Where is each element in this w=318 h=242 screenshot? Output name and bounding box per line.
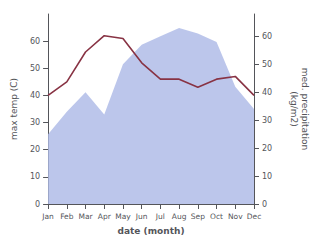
svg-text:Jul: Jul [155,212,165,221]
svg-text:Nov: Nov [228,212,243,221]
svg-text:20: 20 [262,144,272,153]
svg-text:60: 60 [30,37,40,46]
svg-text:date (month): date (month) [118,226,185,236]
svg-text:30: 30 [30,118,40,127]
svg-text:Jan: Jan [41,212,54,221]
svg-text:40: 40 [30,91,40,100]
svg-text:0: 0 [35,200,40,209]
svg-text:Sep: Sep [191,212,205,221]
svg-text:30: 30 [262,116,272,125]
svg-text:50: 50 [30,64,40,73]
svg-text:max temp (C): max temp (C) [9,78,19,140]
svg-text:50: 50 [262,60,272,69]
svg-text:0: 0 [262,200,267,209]
svg-text:10: 10 [262,172,272,181]
svg-text:Mar: Mar [78,212,93,221]
svg-text:Dec: Dec [247,212,262,221]
svg-text:Oct: Oct [210,212,223,221]
svg-text:Aug: Aug [172,212,187,221]
svg-text:10: 10 [30,172,40,181]
svg-text:20: 20 [30,145,40,154]
svg-text:May: May [115,212,131,221]
svg-text:Apr: Apr [98,212,112,221]
svg-text:med. precipitation: med. precipitation [300,68,310,150]
svg-text:60: 60 [262,32,272,41]
svg-text:40: 40 [262,88,272,97]
svg-text:(kg/m2): (kg/m2) [289,91,299,126]
svg-text:Feb: Feb [60,212,74,221]
svg-text:Jun: Jun [135,212,148,221]
